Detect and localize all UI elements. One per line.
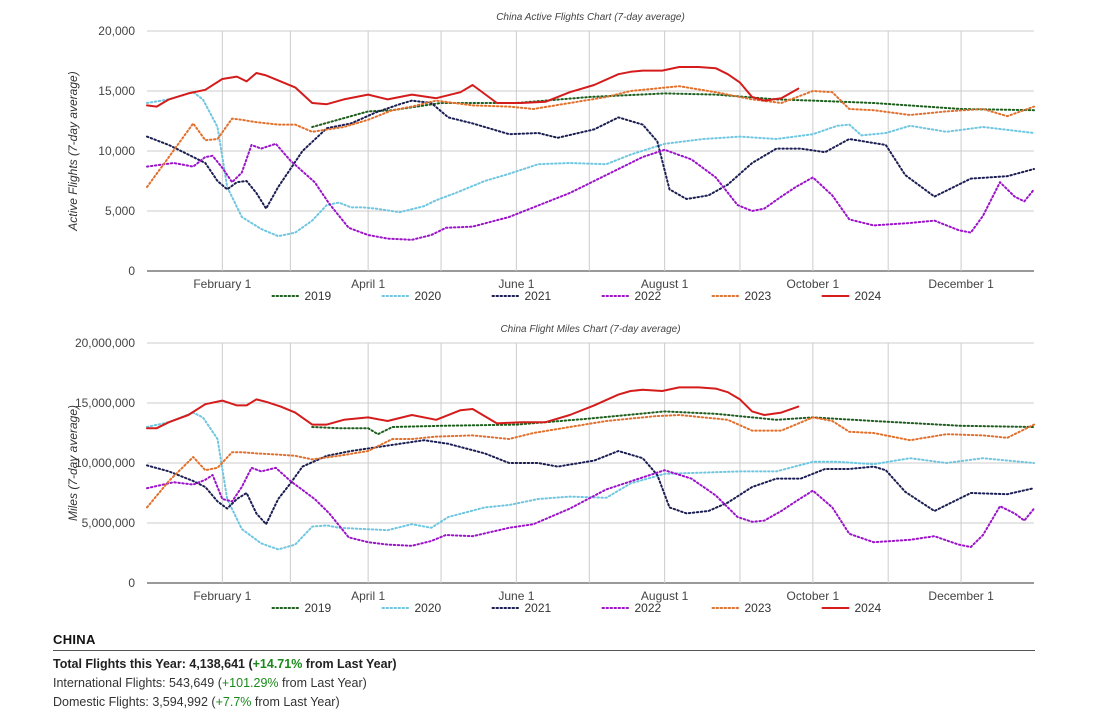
legend-label: 2020 bbox=[415, 601, 442, 615]
total-flights-suffix: from Last Year) bbox=[302, 657, 397, 671]
region-title: CHINA bbox=[53, 632, 1035, 651]
legend-item-2019: 2019 bbox=[271, 601, 332, 615]
chart-svg-1: China Active Flights Chart (7-day averag… bbox=[66, 12, 1035, 303]
international-flights-line: International Flights: 543,649 (+101.29%… bbox=[53, 676, 367, 690]
y-tick-label: 0 bbox=[128, 576, 135, 590]
legend-label: 2019 bbox=[305, 289, 332, 303]
flight-miles-chart: China Flight Miles Chart (7-day average)… bbox=[0, 312, 1099, 624]
x-tick-label: December 1 bbox=[928, 277, 994, 291]
y-axis-label: Active Flights (7-day average) bbox=[66, 71, 80, 231]
legend-label: 2021 bbox=[525, 289, 552, 303]
summary-panel: CHINA Total Flights this Year: 4,138,641… bbox=[53, 632, 1035, 712]
series-line-2020 bbox=[146, 91, 1035, 238]
legend-label: 2024 bbox=[855, 601, 882, 615]
x-tick-label: August 1 bbox=[641, 589, 689, 603]
international-flights-value: 543,649 bbox=[169, 676, 215, 690]
y-tick-label: 15,000,000 bbox=[75, 396, 135, 410]
x-tick-label: October 1 bbox=[787, 277, 840, 291]
x-tick-label: April 1 bbox=[351, 589, 385, 603]
active-flights-chart: China Active Flights Chart (7-day averag… bbox=[0, 0, 1099, 312]
x-tick-label: February 1 bbox=[193, 277, 251, 291]
x-tick-label: December 1 bbox=[928, 589, 994, 603]
domestic-flights-pct: +7.7% bbox=[215, 695, 252, 709]
y-tick-label: 5,000,000 bbox=[82, 516, 136, 530]
series-line-2023 bbox=[146, 414, 1035, 509]
legend-item-2022: 2022 bbox=[601, 289, 662, 303]
series-line-2019 bbox=[311, 92, 1035, 128]
total-flights-value: 4,138,641 bbox=[189, 657, 245, 671]
legend-item-2022: 2022 bbox=[601, 601, 662, 615]
legend-label: 2019 bbox=[305, 601, 332, 615]
legend-item-2023: 2023 bbox=[711, 289, 772, 303]
series-line-2024 bbox=[146, 66, 800, 108]
legend-label: 2022 bbox=[635, 601, 662, 615]
legend-item-2024: 2024 bbox=[821, 601, 882, 615]
legend-item-2021: 2021 bbox=[491, 601, 552, 615]
series-line-2021 bbox=[146, 439, 1035, 526]
international-flights-suffix: from Last Year) bbox=[278, 676, 367, 690]
legend-label: 2021 bbox=[525, 601, 552, 615]
x-tick-label: August 1 bbox=[641, 277, 689, 291]
y-tick-label: 10,000,000 bbox=[75, 456, 135, 470]
y-tick-label: 15,000 bbox=[98, 84, 135, 98]
domestic-flights-label: Domestic Flights: bbox=[53, 695, 153, 709]
x-tick-label: June 1 bbox=[498, 589, 534, 603]
series-line-2023 bbox=[146, 85, 1035, 188]
chart-svg-2: China Flight Miles Chart (7-day average)… bbox=[66, 324, 1035, 615]
legend-label: 2022 bbox=[635, 289, 662, 303]
domestic-flights-line: Domestic Flights: 3,594,992 (+7.7% from … bbox=[53, 695, 340, 709]
y-tick-label: 5,000 bbox=[105, 204, 135, 218]
legend-label: 2023 bbox=[745, 289, 772, 303]
total-flights-pct: +14.71% bbox=[252, 657, 303, 671]
total-flights-line: Total Flights this Year: 4,138,641 (+14.… bbox=[53, 657, 397, 671]
y-tick-label: 0 bbox=[128, 264, 135, 278]
domestic-flights-suffix: from Last Year) bbox=[251, 695, 340, 709]
legend-item-2021: 2021 bbox=[491, 289, 552, 303]
series-line-2020 bbox=[146, 411, 1035, 551]
series-line-2021 bbox=[146, 99, 1035, 210]
legend-label: 2023 bbox=[745, 601, 772, 615]
legend-label: 2020 bbox=[415, 289, 442, 303]
chart-title: China Active Flights Chart (7-day averag… bbox=[496, 12, 685, 23]
y-axis-label: Miles (7-day average) bbox=[66, 405, 80, 521]
international-flights-label: International Flights: bbox=[53, 676, 170, 690]
y-tick-label: 10,000 bbox=[98, 144, 135, 158]
series-line-2024 bbox=[146, 386, 800, 430]
legend-item-2020: 2020 bbox=[381, 601, 442, 615]
legend-item-2020: 2020 bbox=[381, 289, 442, 303]
y-tick-label: 20,000,000 bbox=[75, 336, 135, 350]
chart-title: China Flight Miles Chart (7-day average) bbox=[500, 324, 680, 335]
x-tick-label: June 1 bbox=[498, 277, 534, 291]
x-tick-label: February 1 bbox=[193, 589, 251, 603]
domestic-flights-value: 3,594,992 bbox=[152, 695, 208, 709]
legend-label: 2024 bbox=[855, 289, 882, 303]
series-line-2022 bbox=[146, 142, 1035, 241]
legend-item-2024: 2024 bbox=[821, 289, 882, 303]
legend-item-2019: 2019 bbox=[271, 289, 332, 303]
series-line-2022 bbox=[146, 466, 1035, 548]
international-flights-pct: +101.29% bbox=[221, 676, 279, 690]
legend-item-2023: 2023 bbox=[711, 601, 772, 615]
y-tick-label: 20,000 bbox=[98, 24, 135, 38]
total-flights-label: Total Flights this Year: bbox=[53, 657, 190, 671]
x-tick-label: October 1 bbox=[787, 589, 840, 603]
x-tick-label: April 1 bbox=[351, 277, 385, 291]
series-line-2019 bbox=[311, 410, 1035, 436]
